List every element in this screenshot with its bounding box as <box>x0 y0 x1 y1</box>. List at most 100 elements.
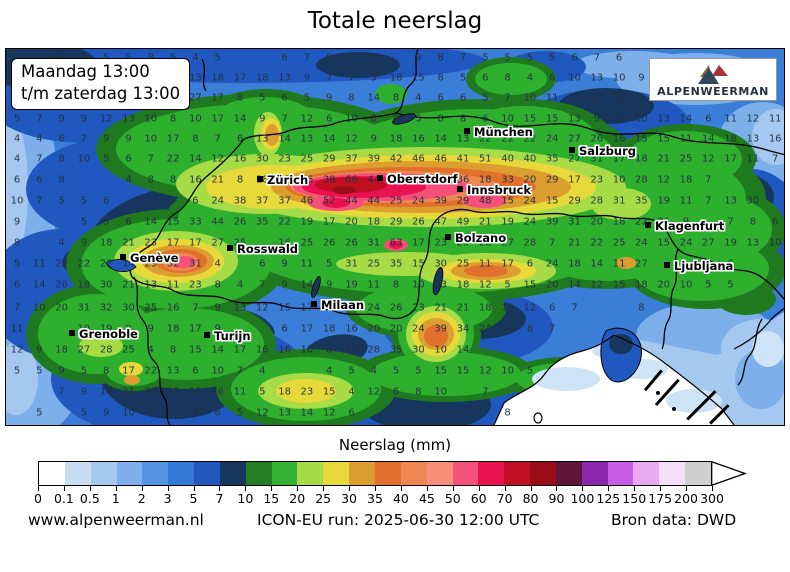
precip-value: 8 <box>526 323 534 335</box>
precip-value: 5 <box>727 279 734 291</box>
precip-value: 6 <box>772 216 779 228</box>
precip-value: 8 <box>236 92 244 104</box>
precip-value: 8 <box>392 92 400 104</box>
precip-value: 35 <box>545 153 559 165</box>
precip-value: 6 <box>281 323 288 335</box>
precip-value: 22 <box>523 133 537 145</box>
precip-value: 17 <box>300 302 314 314</box>
precip-value: 6 <box>103 195 110 207</box>
precip-value: 32 <box>166 386 180 398</box>
precip-value: 17 <box>233 72 247 84</box>
precip-value: 44 <box>345 195 358 207</box>
precip-value: 9 <box>36 344 43 356</box>
precip-value: 26 <box>55 279 68 291</box>
precip-value: 5 <box>80 365 88 377</box>
precip-value: 15 <box>166 216 180 228</box>
precip-value: 5 <box>80 216 88 228</box>
precip-value: 18 <box>568 258 581 270</box>
precip-value: 9 <box>326 92 333 104</box>
precip-value: 26 <box>657 216 671 228</box>
precip-value: 5 <box>259 92 266 104</box>
precip-value: 31 <box>568 216 581 228</box>
precip-value: 48 <box>478 195 492 207</box>
precip-value: 12 <box>568 92 581 104</box>
precip-value: 32 <box>99 302 113 314</box>
precip-value: 30 <box>746 195 760 207</box>
precip-value: 9 <box>415 52 422 64</box>
precip-value: 22 <box>99 258 113 270</box>
precip-value: 29 <box>456 237 470 249</box>
precip-value: 39 <box>367 153 381 165</box>
precip-value: 10 <box>345 113 358 125</box>
precip-value: 29 <box>144 258 158 270</box>
precip-value: 7 <box>169 407 177 419</box>
precip-value: 6 <box>36 174 43 186</box>
precip-value: 7 <box>727 216 734 228</box>
precip-value: 31 <box>612 195 626 207</box>
precip-value: 12 <box>657 174 671 186</box>
precip-value: 14 <box>322 133 336 145</box>
precip-value: 10 <box>612 174 626 186</box>
precip-value: 17 <box>211 92 225 104</box>
precip-value: 5 <box>459 72 467 84</box>
colorbar-tick <box>219 486 221 491</box>
precip-value: 6 <box>192 195 199 207</box>
precip-value: 11 <box>300 258 314 270</box>
precip-value: 16 <box>278 237 291 249</box>
precip-value: 15 <box>523 113 537 125</box>
precip-value: 23 <box>412 302 425 314</box>
precip-value: 14 <box>300 279 314 291</box>
precip-value: 23 <box>144 237 158 249</box>
precip-value: 8 <box>504 407 511 419</box>
precip-value: 18 <box>367 216 381 228</box>
precip-value: 10 <box>501 365 514 377</box>
heavy-precip-ridge <box>79 112 651 409</box>
precip-value: 30 <box>434 258 448 270</box>
precip-value: 30 <box>255 153 269 165</box>
precip-value: 5 <box>303 92 311 104</box>
precip-value: 12 <box>255 302 269 314</box>
precip-value: 4 <box>526 72 534 84</box>
precip-value: 51 <box>478 153 492 165</box>
colorbar-tick-label: 100 <box>570 491 595 506</box>
precip-value: 20 <box>523 174 537 186</box>
precip-value: 22 <box>144 365 158 377</box>
colorbar-cell <box>271 462 298 485</box>
precip-value: 4 <box>236 279 244 291</box>
colorbar-cell <box>245 462 272 485</box>
precip-value: 14 <box>211 344 225 356</box>
precip-value: 11 <box>189 386 202 398</box>
colorbar-cell <box>581 462 608 485</box>
colorbar-tick <box>349 486 351 491</box>
logo-text: ALPENWEERMAN <box>657 84 769 98</box>
precip-value: 26 <box>389 302 403 314</box>
precip-value: 5 <box>482 92 489 104</box>
precip-value: 16 <box>233 153 247 165</box>
precip-value: 9 <box>80 113 88 125</box>
precip-value: 31 <box>345 258 358 270</box>
precip-value: 6 <box>281 52 288 64</box>
precip-value: 22 <box>590 237 604 249</box>
precip-value: 11 <box>478 258 492 270</box>
precip-value: 15 <box>278 302 291 314</box>
colorbar-tick-label: 90 <box>548 491 565 506</box>
precip-value: 5 <box>348 365 355 377</box>
precip-value: 11 <box>233 386 247 398</box>
precip-value: 22 <box>166 153 180 165</box>
city-marker <box>569 147 575 153</box>
precip-value: 9 <box>682 216 690 228</box>
precip-value: 18 <box>55 344 68 356</box>
precip-value: 8 <box>192 133 199 145</box>
precip-value: 7 <box>326 72 333 84</box>
colorbar-tick-label: 35 <box>367 491 383 506</box>
precip-value: 5 <box>705 279 712 291</box>
precip-value: 15 <box>635 133 648 145</box>
precip-value: 10 <box>144 113 158 125</box>
precip-value: 9 <box>615 113 623 125</box>
precip-value: 31 <box>367 237 381 249</box>
precip-value: 21 <box>657 153 671 165</box>
precip-value: 22 <box>635 216 648 228</box>
colorbar-tick <box>686 486 688 491</box>
precip-value: 15 <box>412 258 425 270</box>
precip-value: 15 <box>189 344 202 356</box>
